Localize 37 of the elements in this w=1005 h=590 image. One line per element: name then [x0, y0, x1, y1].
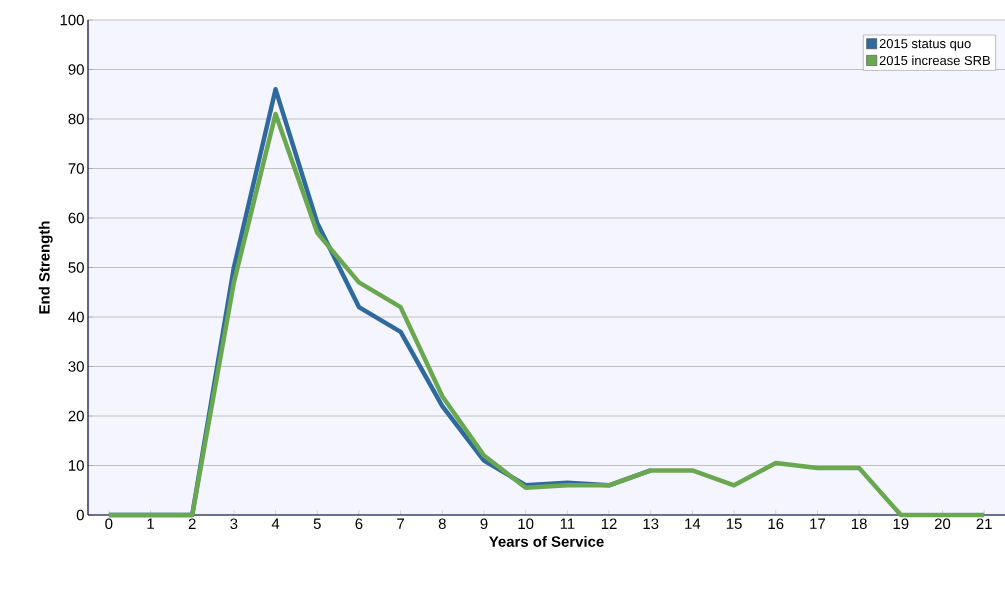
y-tick-label: 10 [69, 460, 84, 471]
x-tick-label: 16 [768, 518, 784, 530]
x-tick-label: 9 [480, 518, 488, 530]
x-tick-label: 12 [601, 518, 617, 529]
x-tick-label: 10 [518, 518, 534, 530]
y-axis-title: End Strength [38, 221, 53, 314]
x-tick-label: 15 [726, 518, 742, 529]
y-tick-label: 50 [68, 262, 84, 273]
x-tick-label: 2 [188, 518, 196, 529]
x-tick-label: 13 [643, 518, 659, 530]
x-tick-label: 0 [105, 518, 113, 530]
y-tick-label: 30 [68, 361, 84, 372]
legend-label: 2015 increase SRB [879, 55, 990, 66]
y-tick-label: 60 [68, 212, 84, 224]
x-tick-label: 1 [147, 518, 154, 529]
y-tick-label: 20 [68, 410, 84, 422]
x-tick-label: 19 [893, 518, 909, 530]
x-axis-title: Years of Service [489, 535, 604, 547]
x-tick-label: 11 [560, 518, 575, 529]
legend-label: 2015 status quo [879, 39, 971, 51]
y-tick-label: 90 [68, 64, 84, 75]
x-tick-label: 8 [438, 518, 446, 530]
y-tick-label: 100 [60, 14, 84, 26]
y-tick-label: 40 [68, 311, 84, 323]
x-tick-label: 6 [355, 518, 363, 530]
x-tick-label: 4 [271, 518, 280, 529]
x-tick-label: 21 [976, 518, 992, 529]
y-tick-label: 0 [76, 509, 84, 521]
y-tick-label: 80 [68, 113, 84, 125]
x-tick-label: 17 [810, 518, 825, 529]
x-tick-label: 7 [397, 518, 405, 529]
x-tick-label: 20 [934, 518, 951, 530]
x-tick-label: 5 [313, 518, 321, 529]
x-tick-label: 18 [851, 518, 867, 530]
x-tick-label: 14 [685, 518, 701, 529]
y-tick-label: 70 [68, 163, 84, 174]
x-tick-label: 3 [230, 518, 238, 530]
